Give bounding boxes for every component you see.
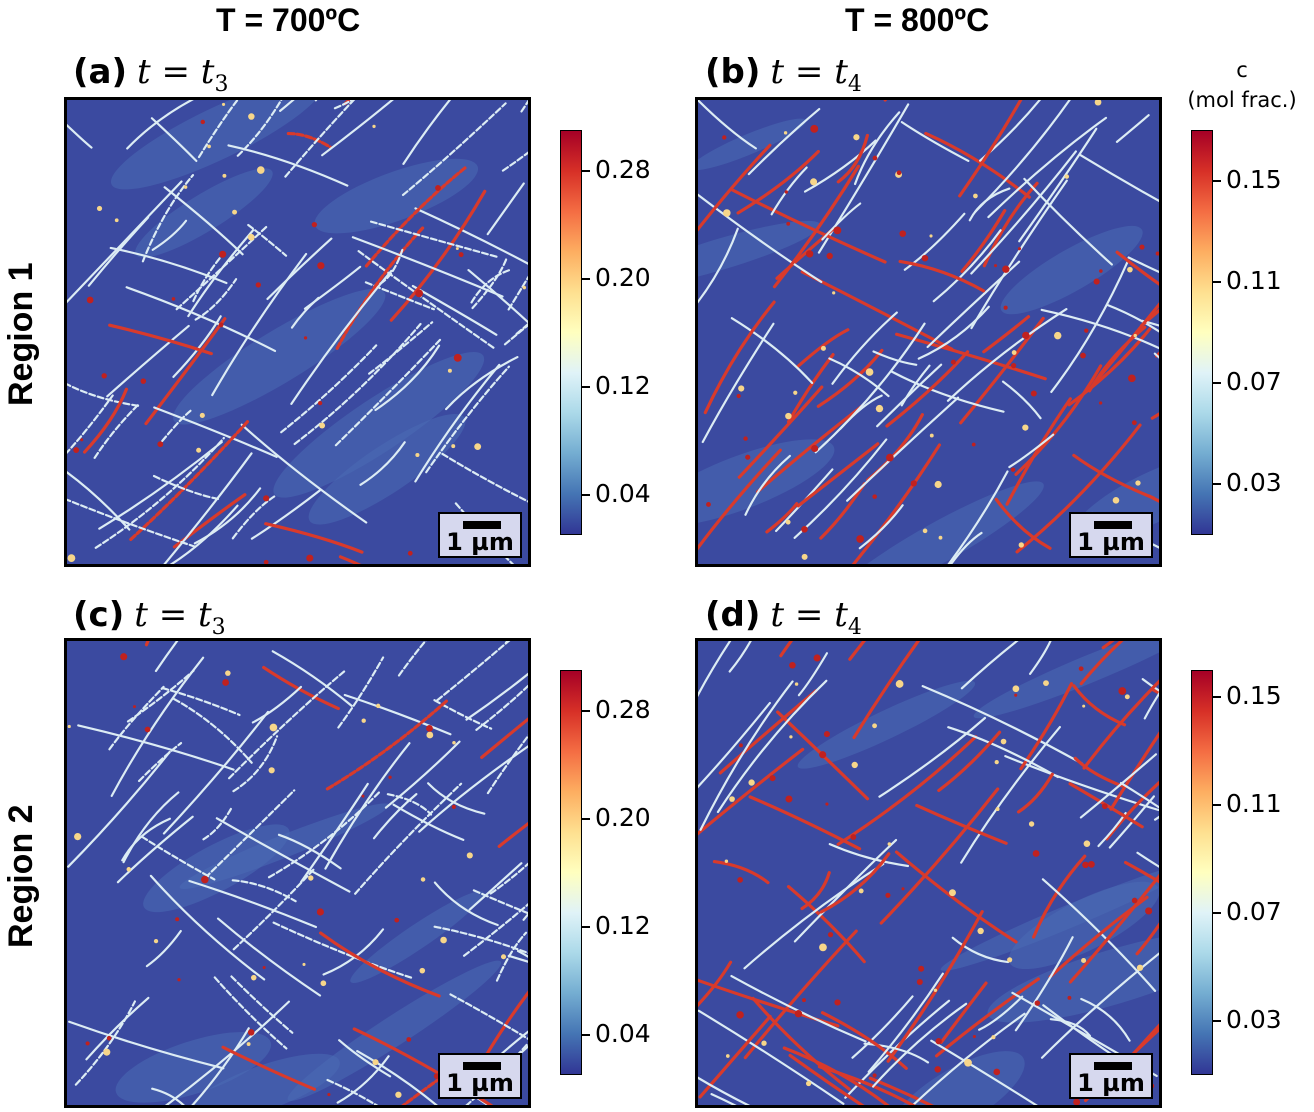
panel-title-a: (a) t = t3	[73, 52, 228, 97]
colorbar-title-units: (mol frac.)	[1187, 88, 1297, 112]
scale-bar-label-d: 1 µm	[1077, 1069, 1145, 1097]
colorbar-tick-label: 0.07	[1226, 897, 1282, 926]
scale-bar-a: 1 µm	[438, 512, 522, 558]
colorbar-tick	[1213, 483, 1221, 486]
panel-label-b: (b)	[705, 52, 761, 92]
microstructure-map-a: 1 µm	[64, 97, 531, 567]
colorbar-tick	[1213, 1020, 1221, 1022]
colorbar-tick	[582, 817, 590, 820]
colorbar-tick	[582, 709, 590, 712]
heatmap-b	[698, 100, 1159, 564]
colorbar-tick	[1213, 179, 1221, 182]
colorbar-tick-label: 0.15	[1226, 681, 1282, 710]
time-label-c: t = t3	[134, 595, 226, 640]
scale-bar-d: 1 µm	[1069, 1053, 1153, 1099]
colorbar-tick-label: 0.11	[1226, 789, 1282, 818]
microstructure-map-d: 1 µm	[695, 638, 1162, 1108]
scale-bar-b: 1 µm	[1069, 512, 1153, 558]
colorbar-tick-label: 0.04	[595, 478, 651, 508]
heatmap-a	[67, 100, 528, 564]
column-header-700: T = 700ºC	[216, 2, 361, 38]
heatmap-d	[698, 641, 1159, 1105]
panel-label-c: (c)	[73, 595, 125, 635]
colorbar-title-symbol: c	[1236, 58, 1248, 82]
colorbar-tick-label: 0.20	[595, 802, 651, 832]
colorbar-tick	[582, 493, 590, 496]
time-label-a: t = t3	[137, 52, 229, 97]
scale-bar-c: 1 µm	[438, 1053, 522, 1099]
microstructure-map-b: 1 µm	[695, 97, 1162, 567]
colorbar-tick	[1213, 912, 1221, 914]
colorbar-tick	[582, 385, 590, 388]
colorbar-tick	[582, 277, 590, 280]
colorbar-tick-label: 0.07	[1226, 367, 1282, 397]
scale-bar-label-b: 1 µm	[1077, 528, 1145, 556]
panel-label-a: (a)	[73, 52, 128, 92]
colorbar-tick	[1213, 382, 1221, 385]
colorbar-tick-label: 0.20	[595, 262, 651, 292]
colorbar-d	[1191, 670, 1213, 1075]
heatmap-c	[67, 641, 528, 1105]
column-header-800: T = 800ºC	[845, 2, 990, 38]
colorbar-tick-label: 0.28	[595, 154, 651, 184]
colorbar-tick-label: 0.15	[1226, 164, 1282, 194]
colorbar-tick-label: 0.03	[1226, 468, 1282, 498]
colorbar-tick	[582, 1033, 590, 1036]
panel-label-d: (d)	[705, 595, 761, 635]
colorbar-tick	[1213, 696, 1221, 698]
scale-bar-label-a: 1 µm	[446, 528, 514, 556]
colorbar-b	[1191, 130, 1213, 535]
panel-title-d: (d) t = t4	[705, 595, 862, 640]
row-header-region-2: Region 2	[2, 804, 40, 948]
colorbar-tick-label: 0.03	[1226, 1005, 1282, 1034]
colorbar-tick-label: 0.12	[595, 370, 651, 400]
time-label-d: t = t4	[770, 595, 862, 640]
colorbar-title: c (mol frac.)	[1170, 55, 1314, 115]
colorbar-tick	[582, 169, 590, 172]
colorbar-tick	[1213, 280, 1221, 283]
colorbar-tick-label: 0.12	[595, 910, 651, 940]
time-label-b: t = t4	[770, 52, 862, 97]
scale-bar-label-c: 1 µm	[446, 1069, 514, 1097]
colorbar-tick	[1213, 804, 1221, 806]
colorbar-tick-label: 0.28	[595, 694, 651, 724]
panel-title-b: (b) t = t4	[705, 52, 862, 97]
colorbar-a	[560, 130, 582, 535]
colorbar-c	[560, 670, 582, 1075]
row-header-region-1: Region 1	[2, 262, 40, 406]
microstructure-map-c: 1 µm	[64, 638, 531, 1108]
colorbar-tick-label: 0.11	[1226, 265, 1282, 295]
panel-title-c: (c) t = t3	[73, 595, 226, 640]
colorbar-tick	[582, 925, 590, 928]
colorbar-tick-label: 0.04	[595, 1018, 651, 1048]
